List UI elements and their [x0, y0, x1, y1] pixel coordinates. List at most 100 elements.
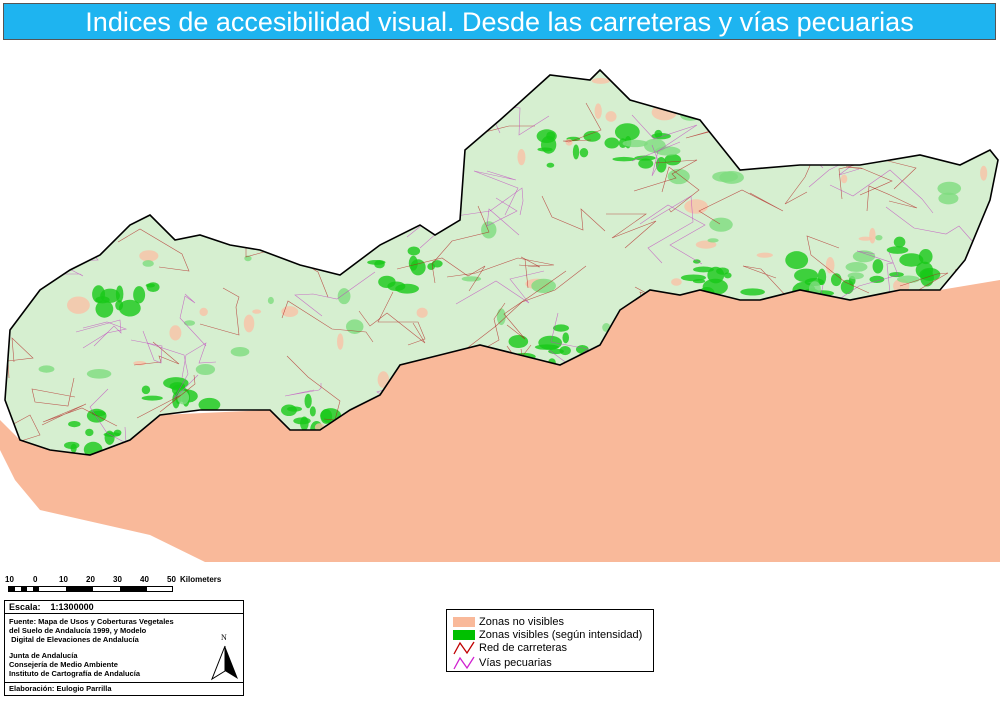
visible-zone [785, 251, 809, 270]
mixed-zone [345, 319, 364, 334]
mixed-zone [622, 139, 648, 148]
visible-zone [899, 253, 924, 267]
visible-zone [692, 278, 706, 284]
mixed-zone [199, 307, 208, 317]
mixed-zone [142, 260, 154, 267]
mixed-zone [8, 115, 21, 127]
road-line [133, 114, 192, 151]
via-pecuaria-line [108, 70, 154, 129]
mixed-zone [288, 114, 298, 122]
road-line [179, 179, 224, 220]
via-pecuaria-line [42, 70, 57, 81]
scale-label: Escala: [9, 602, 41, 612]
scale-tick: 20 [86, 575, 95, 584]
legend: Zonas no visibles Zonas visibles (según … [446, 609, 654, 672]
visible-zone [740, 288, 765, 296]
mixed-zone [825, 256, 835, 274]
visible-zone [85, 428, 94, 437]
mixed-zone [371, 124, 385, 132]
road-line [5, 79, 66, 119]
scale-tick: 10 [5, 575, 14, 584]
mixed-zone [915, 129, 926, 141]
mixed-zone [782, 71, 804, 82]
road-line [806, 235, 870, 294]
mixed-zone [202, 161, 217, 171]
mixed-zone [712, 171, 738, 183]
mixed-zone [243, 314, 255, 333]
mixed-zone [172, 136, 184, 154]
mixed-zone [954, 102, 971, 120]
mixed-zone [410, 108, 428, 122]
visible-zone [915, 261, 934, 279]
visible-zone [655, 156, 667, 173]
via-pecuaria-line [179, 293, 207, 347]
mixed-zone [477, 70, 487, 82]
visible-zone [840, 279, 854, 295]
mixed-zone [695, 240, 717, 249]
via-pecuaria-line [162, 126, 237, 149]
visible-zone [141, 395, 163, 401]
visible-zone [893, 236, 906, 248]
visible-zone [604, 137, 620, 149]
visible-zone [918, 249, 933, 265]
visible-zone [634, 155, 656, 161]
scale-tick: 10 [59, 575, 68, 584]
road-line [396, 257, 486, 292]
mixed-zone [753, 144, 767, 159]
mixed-zone [139, 250, 159, 262]
via-pecuaria-line [455, 270, 545, 305]
mixed-zone [252, 309, 262, 314]
mixed-zone [67, 296, 90, 314]
mixed-zone [937, 181, 962, 196]
mixed-zone [19, 155, 44, 160]
visible-zone [407, 246, 421, 256]
visible-zone [794, 268, 819, 283]
mixed-zone [845, 262, 868, 272]
mixed-zone [152, 102, 171, 112]
mixed-zone [149, 115, 172, 129]
mixed-zone [450, 70, 474, 87]
visible-zone [141, 385, 151, 395]
mixed-zone [980, 165, 988, 181]
mixed-zone [5, 185, 8, 201]
visible-zone [886, 246, 909, 254]
visible-zone [70, 443, 77, 453]
region-outline [4, 68, 999, 456]
mixed-zone [287, 126, 297, 135]
via-pecuaria-line [885, 206, 974, 243]
road-line [541, 195, 606, 232]
via-pecuaria-line [169, 138, 213, 166]
mixed-zone [486, 74, 504, 89]
visible-zone [572, 144, 580, 160]
mixed-zone [905, 109, 926, 123]
road-line [7, 337, 34, 379]
via-pecuaria-line [647, 195, 694, 264]
road-line [41, 403, 118, 427]
via-pecuaria-line [82, 321, 128, 349]
mixed-zone [337, 288, 351, 305]
road-line [465, 265, 587, 350]
scale-tick: 0 [33, 575, 38, 584]
road-line [30, 88, 124, 142]
via-pecuaria-line [486, 197, 520, 236]
mixed-zone [377, 371, 390, 389]
mixed-zone [343, 140, 357, 153]
mixed-zone [810, 110, 823, 116]
mixed-zone [5, 250, 10, 264]
via-pecuaria-line [294, 271, 376, 317]
org-line: Consejería de Medio Ambiente [9, 660, 118, 669]
mixed-zone [684, 199, 708, 214]
visible-zone [198, 397, 221, 412]
mixed-zone [183, 320, 196, 326]
via-pecuaria-line [89, 388, 127, 444]
via-pecuaria-line [631, 114, 698, 162]
scale-unit: Kilometers [180, 575, 222, 584]
map-canvas [0, 68, 1000, 562]
mixed-zone [496, 308, 506, 326]
via-pecuaria-line [284, 383, 322, 397]
mixed-zone [86, 368, 112, 379]
road-line [274, 87, 330, 161]
visible-zone [410, 259, 426, 276]
road-line [382, 70, 451, 78]
road-line [286, 355, 341, 421]
